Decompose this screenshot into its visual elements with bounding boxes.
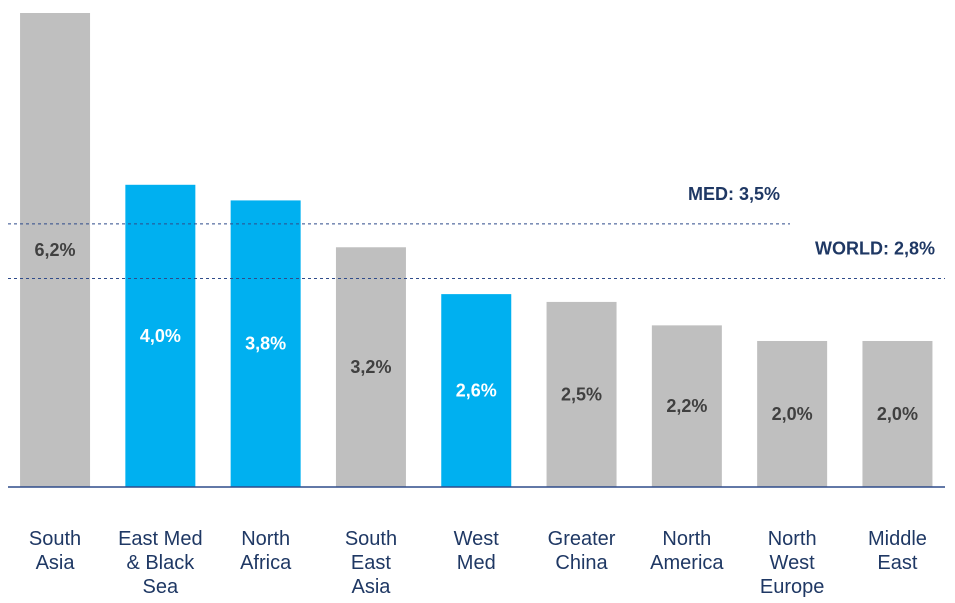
x-tick-label-line: Asia bbox=[36, 552, 76, 574]
bar bbox=[546, 301, 617, 487]
x-tick-label: North America bbox=[650, 528, 724, 574]
x-tick-label: North West Europe bbox=[760, 528, 825, 598]
value-label: 2,0% bbox=[772, 404, 813, 424]
x-tick-label: South Asia bbox=[29, 528, 81, 574]
bar bbox=[230, 200, 301, 487]
x-tick-label: Greater China bbox=[548, 528, 616, 574]
bar bbox=[125, 184, 196, 487]
x-tick-label-line: East bbox=[877, 552, 917, 574]
value-label: 2,0% bbox=[877, 404, 918, 424]
x-tick-label-line: America bbox=[650, 552, 724, 574]
x-tick-label: North Africa bbox=[240, 528, 292, 574]
x-tick-label-line: North bbox=[768, 528, 817, 550]
value-label: 4,0% bbox=[140, 326, 181, 346]
bar bbox=[651, 325, 722, 487]
value-label: 2,6% bbox=[456, 381, 497, 401]
bar bbox=[441, 294, 512, 487]
x-tick-label-line: Europe bbox=[760, 576, 825, 598]
bar bbox=[862, 340, 933, 487]
value-label: 2,2% bbox=[666, 396, 707, 416]
value-label: 3,8% bbox=[245, 334, 286, 354]
bar bbox=[757, 340, 828, 487]
x-tick-label: Middle East bbox=[868, 528, 927, 574]
x-tick-label-line: West bbox=[770, 552, 816, 574]
x-tick-label-line: Med bbox=[457, 552, 496, 574]
x-tick-label-line: & Black bbox=[126, 552, 195, 574]
x-tick-label-line: South bbox=[345, 528, 397, 550]
x-tick-label: East Med & Black Sea bbox=[118, 528, 202, 598]
x-tick-label-line: Africa bbox=[240, 552, 292, 574]
reference-label: WORLD: 2,8% bbox=[815, 239, 935, 259]
x-tick-label-line: Asia bbox=[351, 576, 391, 598]
x-tick-label-line: Greater bbox=[548, 528, 616, 550]
x-tick-label-line: Sea bbox=[143, 576, 179, 598]
x-tick-label-line: North bbox=[662, 528, 711, 550]
value-label: 6,2% bbox=[35, 240, 76, 260]
bar bbox=[335, 247, 406, 487]
x-tick-label-line: East bbox=[351, 552, 391, 574]
x-tick-label-line: West bbox=[454, 528, 500, 550]
x-tick-label: West Med bbox=[454, 528, 500, 574]
x-tick-label-line: Middle bbox=[868, 528, 927, 550]
x-tick-label-line: North bbox=[241, 528, 290, 550]
x-tick-label: South East Asia bbox=[345, 528, 397, 598]
value-label: 3,2% bbox=[350, 357, 391, 377]
reference-label: MED: 3,5% bbox=[688, 184, 780, 204]
bar bbox=[20, 13, 91, 487]
value-label: 2,5% bbox=[561, 384, 602, 404]
x-tick-label-line: East Med bbox=[118, 528, 202, 550]
x-tick-label-line: South bbox=[29, 528, 81, 550]
x-tick-label-line: China bbox=[555, 552, 608, 574]
